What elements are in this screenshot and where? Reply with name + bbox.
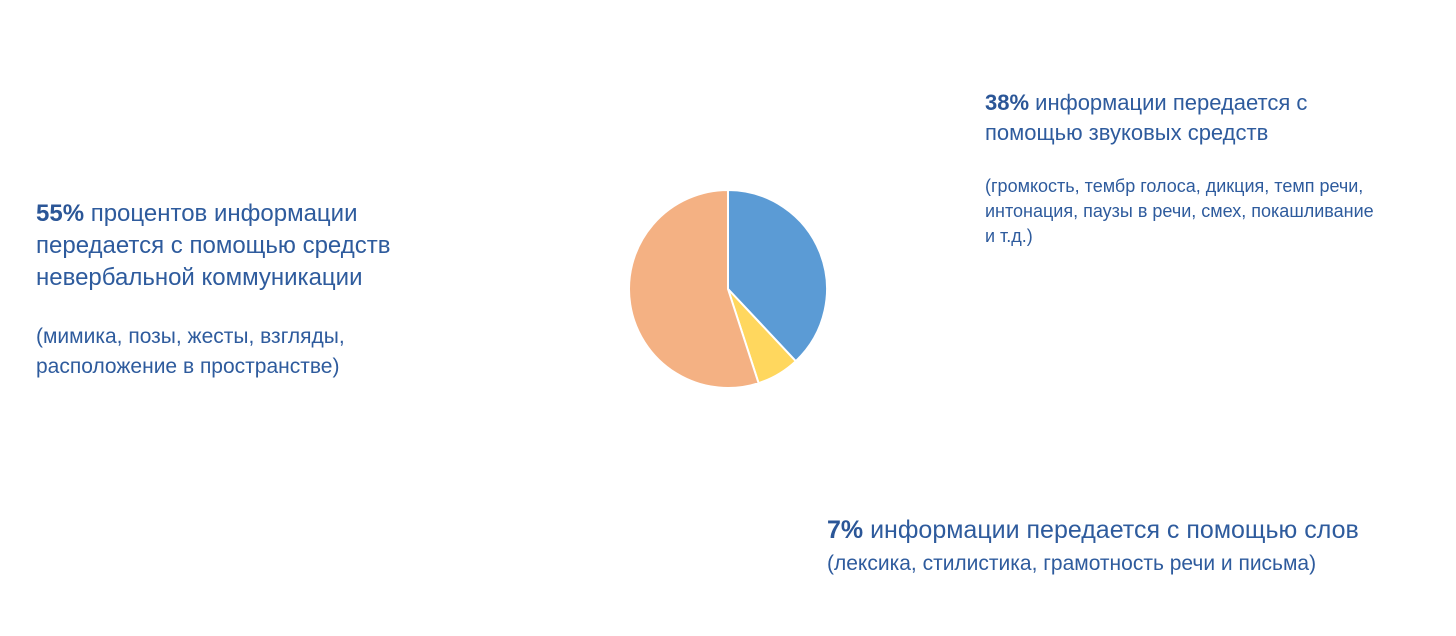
nonverbal-percent: 55%	[36, 200, 85, 227]
annotation-sound-heading: 38% информации передается с помощью звук…	[985, 88, 1385, 148]
sound-percent: 38%	[985, 90, 1030, 115]
sound-subtext: (громкость, тембр голоса, дикция, темп р…	[985, 176, 1374, 246]
nonverbal-text: процентов информации передается с помощь…	[36, 200, 391, 291]
nonverbal-subtext: (мимика, позы, жесты, взгляды, расположе…	[36, 325, 345, 378]
words-subtext: (лексика, стилистика, грамотность речи и…	[827, 552, 1317, 575]
pie-chart	[628, 188, 828, 389]
annotation-words: 7% информации передается с помощью слов …	[827, 513, 1447, 581]
pie-slice-sound	[727, 188, 828, 363]
annotation-sound: 38% информации передается с помощью звук…	[985, 88, 1385, 249]
pie-chart-container	[624, 185, 832, 393]
annotation-nonverbal-heading: 55% процентов информации передается с по…	[36, 198, 461, 294]
annotation-words-heading: 7% информации передается с помощью слов	[827, 513, 1447, 547]
words-text: информации передается с помощью слов	[863, 516, 1359, 544]
words-percent: 7%	[827, 516, 864, 544]
annotation-nonverbal: 55% процентов информации передается с по…	[36, 198, 461, 382]
sound-text: информации передается с помощью звуковых…	[985, 90, 1308, 145]
pie-slice-nonverbal	[628, 188, 760, 389]
